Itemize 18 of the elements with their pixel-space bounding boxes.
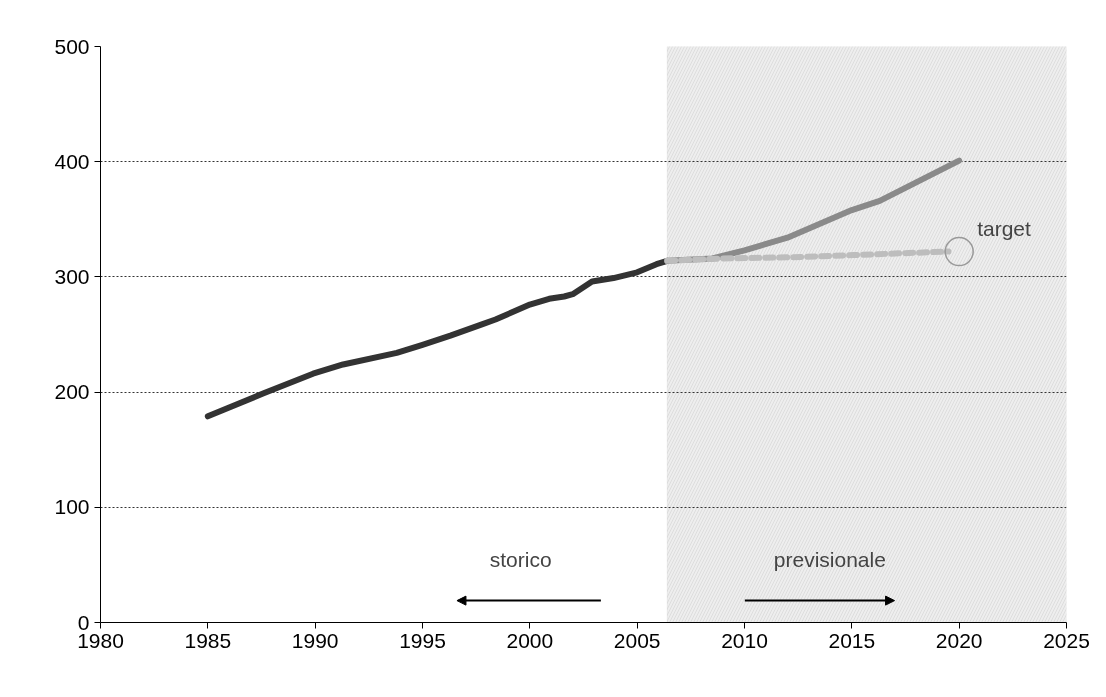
x-tick-label: 2010 <box>721 628 768 652</box>
x-tick-label: 2025 <box>1043 628 1090 652</box>
x-tick-label: 2000 <box>506 628 554 652</box>
annotation: target <box>977 216 1032 240</box>
x-tick-label: 2020 <box>935 628 983 652</box>
x-tick-label: 1985 <box>184 628 232 652</box>
y-tick-label: 400 <box>54 149 90 173</box>
annotation: previsionale <box>773 547 886 571</box>
y-tick-label: 300 <box>54 264 90 288</box>
x-tick-label: 2005 <box>613 628 661 652</box>
x-tick-label: 2015 <box>828 628 876 652</box>
y-tick-label: 100 <box>54 495 90 519</box>
x-tick-label: 1990 <box>291 628 339 652</box>
y-tick-label: 500 <box>54 34 90 58</box>
x-tick-label: 1995 <box>399 628 446 652</box>
y-tick-label: 0 <box>77 610 90 634</box>
annotation: storico <box>489 547 552 571</box>
y-tick-label: 200 <box>54 380 90 404</box>
